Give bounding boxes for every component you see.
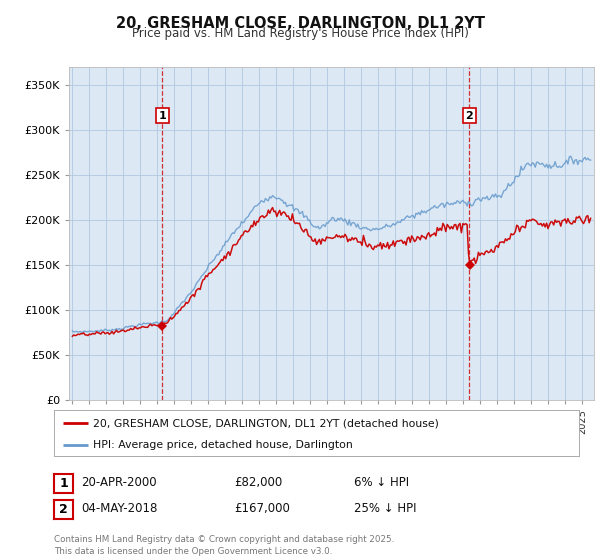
Text: 25% ↓ HPI: 25% ↓ HPI xyxy=(354,502,416,515)
Text: £82,000: £82,000 xyxy=(234,476,282,489)
Text: 6% ↓ HPI: 6% ↓ HPI xyxy=(354,476,409,489)
Text: £167,000: £167,000 xyxy=(234,502,290,515)
Text: 2: 2 xyxy=(466,110,473,120)
Text: Contains HM Land Registry data © Crown copyright and database right 2025.
This d: Contains HM Land Registry data © Crown c… xyxy=(54,535,394,556)
Text: Price paid vs. HM Land Registry's House Price Index (HPI): Price paid vs. HM Land Registry's House … xyxy=(131,27,469,40)
Text: 20, GRESHAM CLOSE, DARLINGTON, DL1 2YT (detached house): 20, GRESHAM CLOSE, DARLINGTON, DL1 2YT (… xyxy=(94,418,439,428)
Text: 20, GRESHAM CLOSE, DARLINGTON, DL1 2YT: 20, GRESHAM CLOSE, DARLINGTON, DL1 2YT xyxy=(115,16,485,31)
Text: 1: 1 xyxy=(59,477,68,490)
Text: 04-MAY-2018: 04-MAY-2018 xyxy=(81,502,157,515)
Text: HPI: Average price, detached house, Darlington: HPI: Average price, detached house, Darl… xyxy=(94,440,353,450)
Text: 20-APR-2000: 20-APR-2000 xyxy=(81,476,157,489)
Text: 2: 2 xyxy=(59,502,68,516)
Text: 1: 1 xyxy=(158,110,166,120)
